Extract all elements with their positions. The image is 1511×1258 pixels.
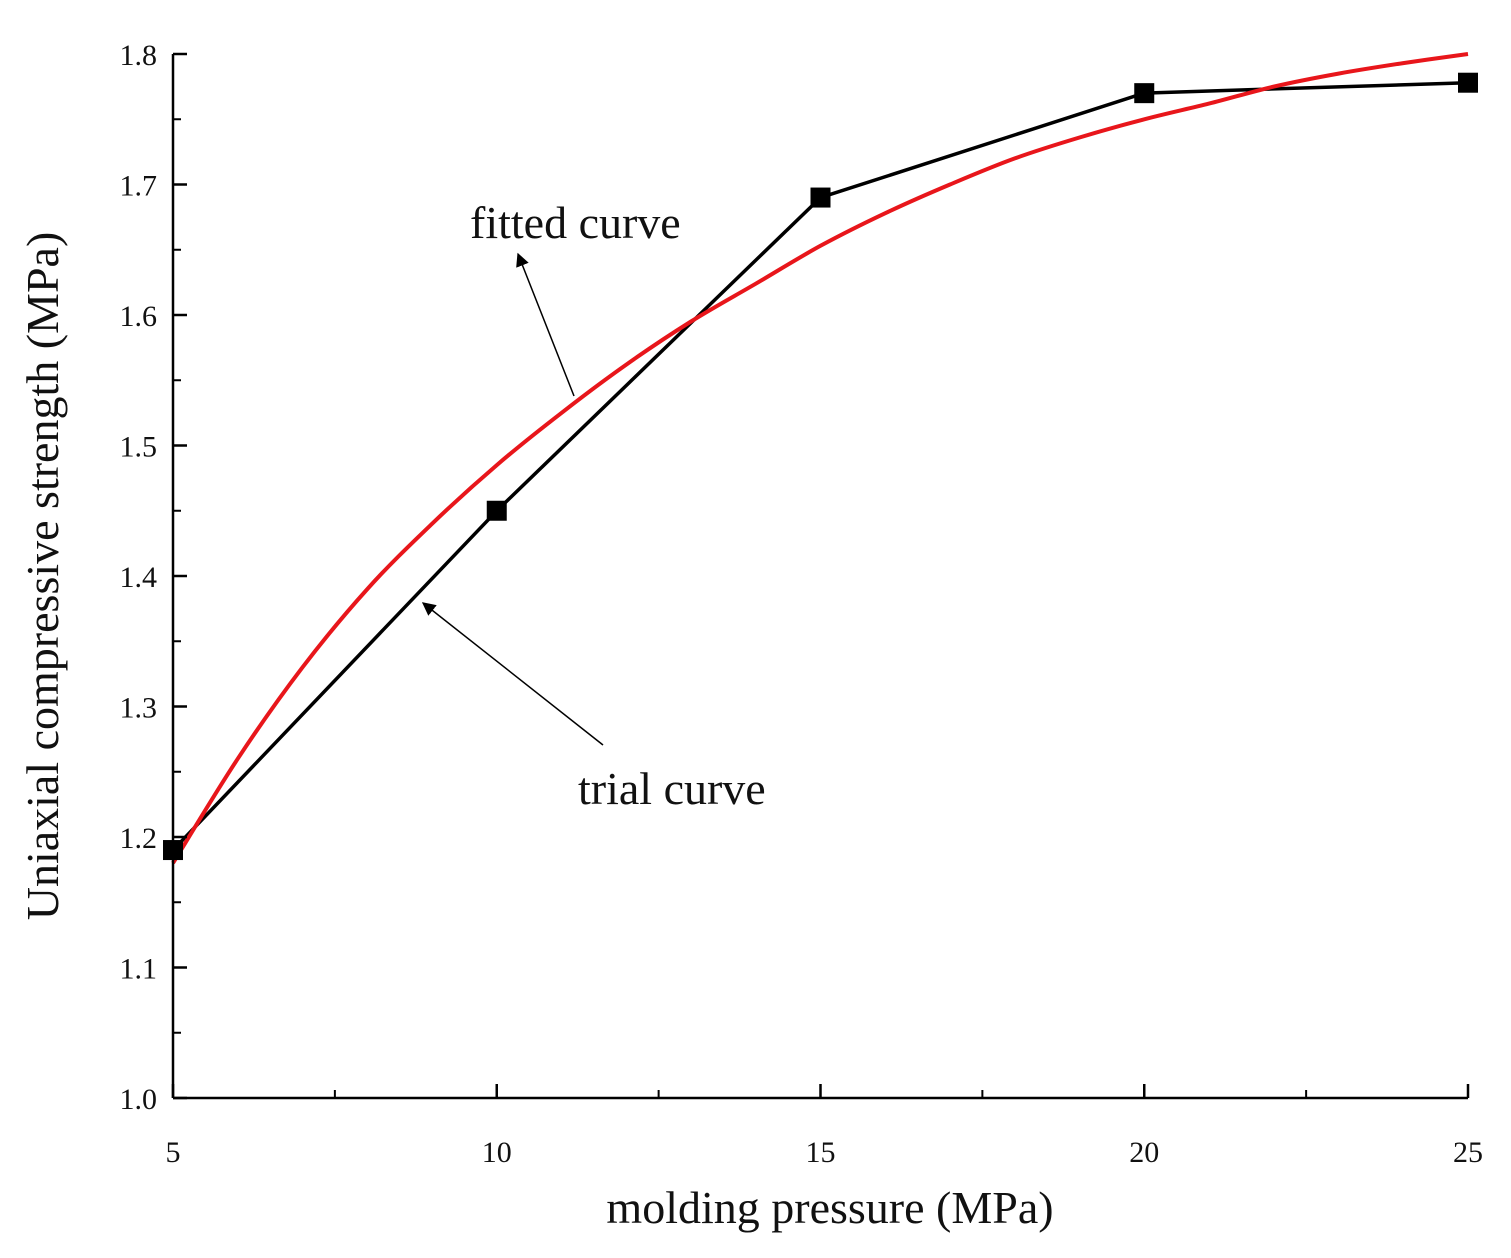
y-tick-label: 1.8 xyxy=(120,39,158,72)
x-tick-label: 5 xyxy=(166,1136,181,1169)
y-tick-label: 1.3 xyxy=(120,692,158,725)
y-tick-label: 1.0 xyxy=(120,1083,158,1116)
fitted-curve-line xyxy=(171,52,1469,865)
y-tick-label: 1.5 xyxy=(120,431,158,464)
x-tick-label: 15 xyxy=(806,1136,836,1169)
axes: 5 10 15 20 25 1.0 1.1 1.2 1.3 1.4 1.5 1.6 1.7 1.8 xyxy=(120,39,1484,1169)
x-tick-label: 20 xyxy=(1129,1136,1159,1169)
trial-curve-label: trial curve xyxy=(578,763,766,814)
fitted-curve-arrow xyxy=(516,252,575,397)
y-tick-label: 1.6 xyxy=(120,300,158,333)
y-tick-label: 1.2 xyxy=(120,822,158,855)
y-tick-label: 1.1 xyxy=(120,953,158,986)
trial-point xyxy=(486,500,507,521)
y-tick-label: 1.7 xyxy=(120,170,158,203)
trial-curve-arrow xyxy=(421,602,604,746)
x-tick-label: 25 xyxy=(1453,1136,1483,1169)
x-axis-label: molding pressure (MPa) xyxy=(606,1182,1053,1233)
trial-point xyxy=(1458,72,1478,93)
y-tick-label: 1.4 xyxy=(120,561,158,594)
x-tick-label: 10 xyxy=(482,1136,512,1169)
fitted-curve-label: fitted curve xyxy=(470,197,681,248)
trial-point xyxy=(810,187,831,208)
y-axis-label: Uniaxial compressive strength (MPa) xyxy=(17,232,68,921)
annotations: fitted curve trial curve xyxy=(421,197,766,814)
trial-point xyxy=(1134,83,1155,104)
